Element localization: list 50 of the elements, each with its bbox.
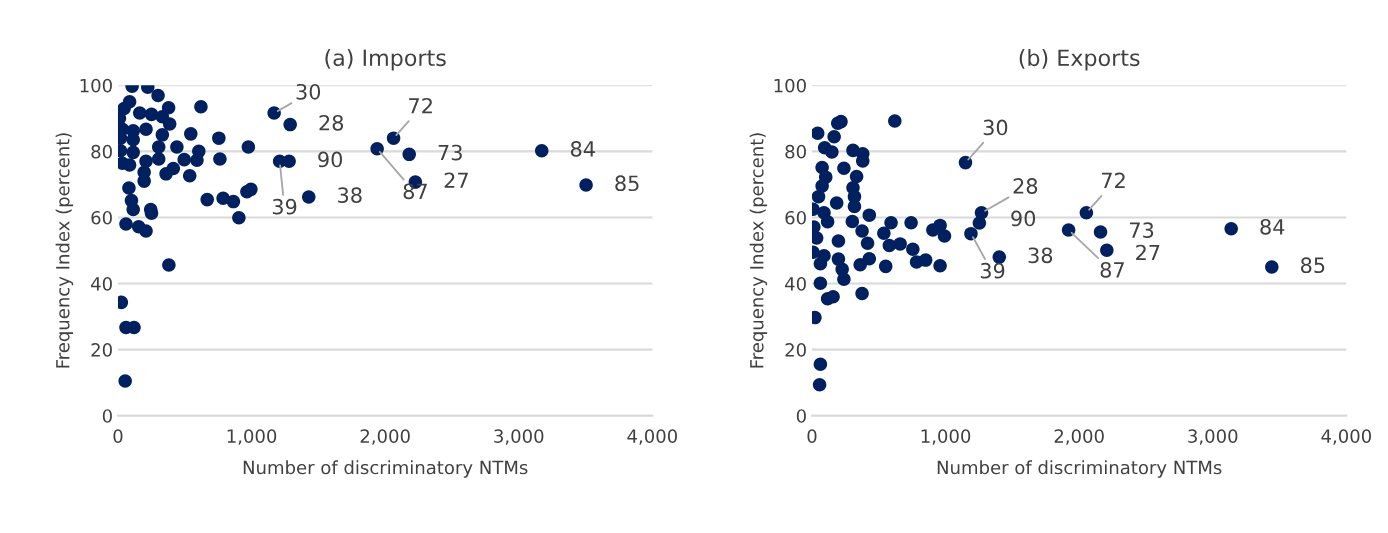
x-tick-label: 3,000 bbox=[494, 429, 544, 445]
y-axis-title: Frequency Index (percent) bbox=[749, 133, 768, 368]
x-tick-label: 2,000 bbox=[1054, 429, 1104, 445]
y-tick-label: 20 bbox=[91, 343, 112, 357]
x-tick-label: 2,000 bbox=[360, 429, 410, 445]
annotation: 39 bbox=[980, 262, 1005, 279]
annotation: 28 bbox=[1013, 178, 1038, 194]
annotation: 30 bbox=[296, 83, 321, 100]
annotation: 38 bbox=[1028, 247, 1053, 264]
x-axis-title: Number of discriminatory NTMs bbox=[937, 460, 1222, 478]
x-tick-label: 0 bbox=[113, 429, 123, 443]
annotation: 90 bbox=[1011, 210, 1036, 227]
x-tick-label: 1,000 bbox=[921, 429, 971, 445]
annotation: 27 bbox=[444, 172, 468, 188]
annotation: 87 bbox=[1100, 261, 1124, 278]
chart-title: (a) Imports bbox=[325, 48, 446, 71]
annotation: 73 bbox=[1130, 222, 1154, 239]
x-axis-title: Number of discriminatory NTMs bbox=[243, 460, 528, 478]
y-tick-label: 40 bbox=[785, 277, 806, 291]
annotation: 84 bbox=[1260, 218, 1285, 235]
y-tick-label: 40 bbox=[91, 277, 112, 291]
annotation: 30 bbox=[983, 119, 1008, 136]
x-tick-label: 4,000 bbox=[627, 429, 678, 445]
annotation: 85 bbox=[1301, 257, 1325, 274]
y-tick-label: 0 bbox=[796, 409, 806, 423]
annotation: 85 bbox=[615, 175, 639, 192]
y-tick-label: 80 bbox=[91, 144, 112, 159]
y-tick-label: 80 bbox=[785, 144, 806, 159]
x-tick-label: 1,000 bbox=[227, 429, 277, 445]
chart-title: (b) Exports bbox=[1019, 48, 1140, 71]
annotation: 84 bbox=[570, 141, 595, 157]
y-tick-label: 0 bbox=[102, 409, 112, 423]
x-tick-label: 3,000 bbox=[1188, 429, 1238, 445]
annotation: 87 bbox=[403, 183, 427, 200]
annotation: 28 bbox=[319, 114, 344, 131]
annotation: 72 bbox=[409, 97, 432, 114]
y-tick-label: 100 bbox=[80, 78, 112, 93]
annotation: 90 bbox=[318, 151, 343, 168]
y-tick-label: 100 bbox=[774, 78, 806, 93]
y-tick-label: 60 bbox=[91, 210, 112, 225]
annotation: 39 bbox=[272, 198, 297, 215]
y-tick-label: 20 bbox=[785, 343, 806, 357]
x-tick-label: 4,000 bbox=[1321, 429, 1372, 445]
annotation: 27 bbox=[1136, 244, 1160, 261]
x-tick-label: 0 bbox=[807, 429, 817, 443]
annotation: 72 bbox=[1101, 172, 1125, 189]
annotation: 38 bbox=[338, 187, 362, 204]
y-axis-title: Frequency Index (percent) bbox=[55, 133, 74, 368]
y-tick-label: 60 bbox=[785, 210, 806, 225]
annotation: 73 bbox=[438, 144, 462, 161]
